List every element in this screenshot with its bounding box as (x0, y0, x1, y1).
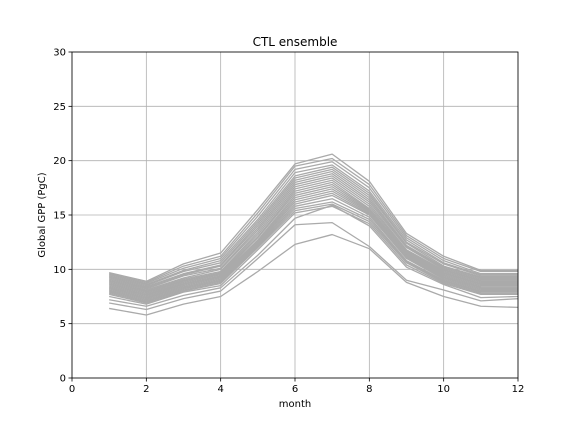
ensemble-member-line (109, 204, 519, 307)
ensemble-member-line (109, 179, 518, 293)
chart-title: CTL ensemble (253, 35, 338, 49)
x-tick-label: 0 (69, 384, 75, 395)
x-tick-label: 10 (437, 384, 450, 395)
ensemble-member-line (109, 183, 518, 295)
ensemble-member-line (109, 170, 518, 289)
ensemble-member-line (109, 164, 518, 286)
ensemble-member-line (109, 153, 518, 282)
ensemble-member-line (109, 161, 518, 285)
y-axis-label: Global GPP (PgC) (37, 172, 48, 257)
ensemble-member-line (109, 198, 518, 302)
ensemble-member-line (109, 190, 518, 299)
ensemble-member-line (109, 166, 518, 287)
x-tick-label: 2 (143, 384, 149, 395)
ensemble-member-line (109, 181, 518, 294)
x-tick-label: 6 (292, 384, 298, 395)
ensemble-member-line (109, 175, 518, 291)
x-tick-label: 12 (512, 384, 525, 395)
grid (71, 51, 519, 379)
y-tick-label: 0 (60, 374, 66, 385)
y-tick-label: 20 (53, 156, 66, 167)
ensemble-member-line (109, 157, 518, 284)
x-tick-label: 8 (366, 384, 372, 395)
ensemble-member-line (109, 192, 518, 300)
x-tick-label: 4 (217, 384, 223, 395)
ensemble-member-line (109, 188, 518, 298)
ensemble-member-line (109, 233, 519, 316)
y-tick-label: 30 (53, 48, 66, 59)
y-tick-label: 5 (60, 319, 66, 330)
ensemble-member-line (109, 168, 518, 288)
x-axis-label: month (279, 399, 311, 410)
ensemble-member-line (109, 203, 518, 304)
ensemble-member-line (109, 186, 518, 297)
ensemble-member-line (109, 194, 518, 301)
y-tick-label: 25 (53, 102, 66, 113)
ensemble-member-line (109, 173, 518, 290)
ensemble-member-line (109, 221, 519, 311)
y-tick-label: 15 (53, 211, 66, 222)
ensemble-member-line (109, 205, 518, 305)
ensemble-member-line (109, 177, 518, 292)
axis-ticks: 0 2 4 6 8 10 12 0 5 10 15 20 25 30 (53, 48, 524, 396)
ensemble-member-line (109, 201, 518, 303)
series-lines (109, 153, 519, 316)
y-tick-label: 10 (53, 265, 66, 276)
